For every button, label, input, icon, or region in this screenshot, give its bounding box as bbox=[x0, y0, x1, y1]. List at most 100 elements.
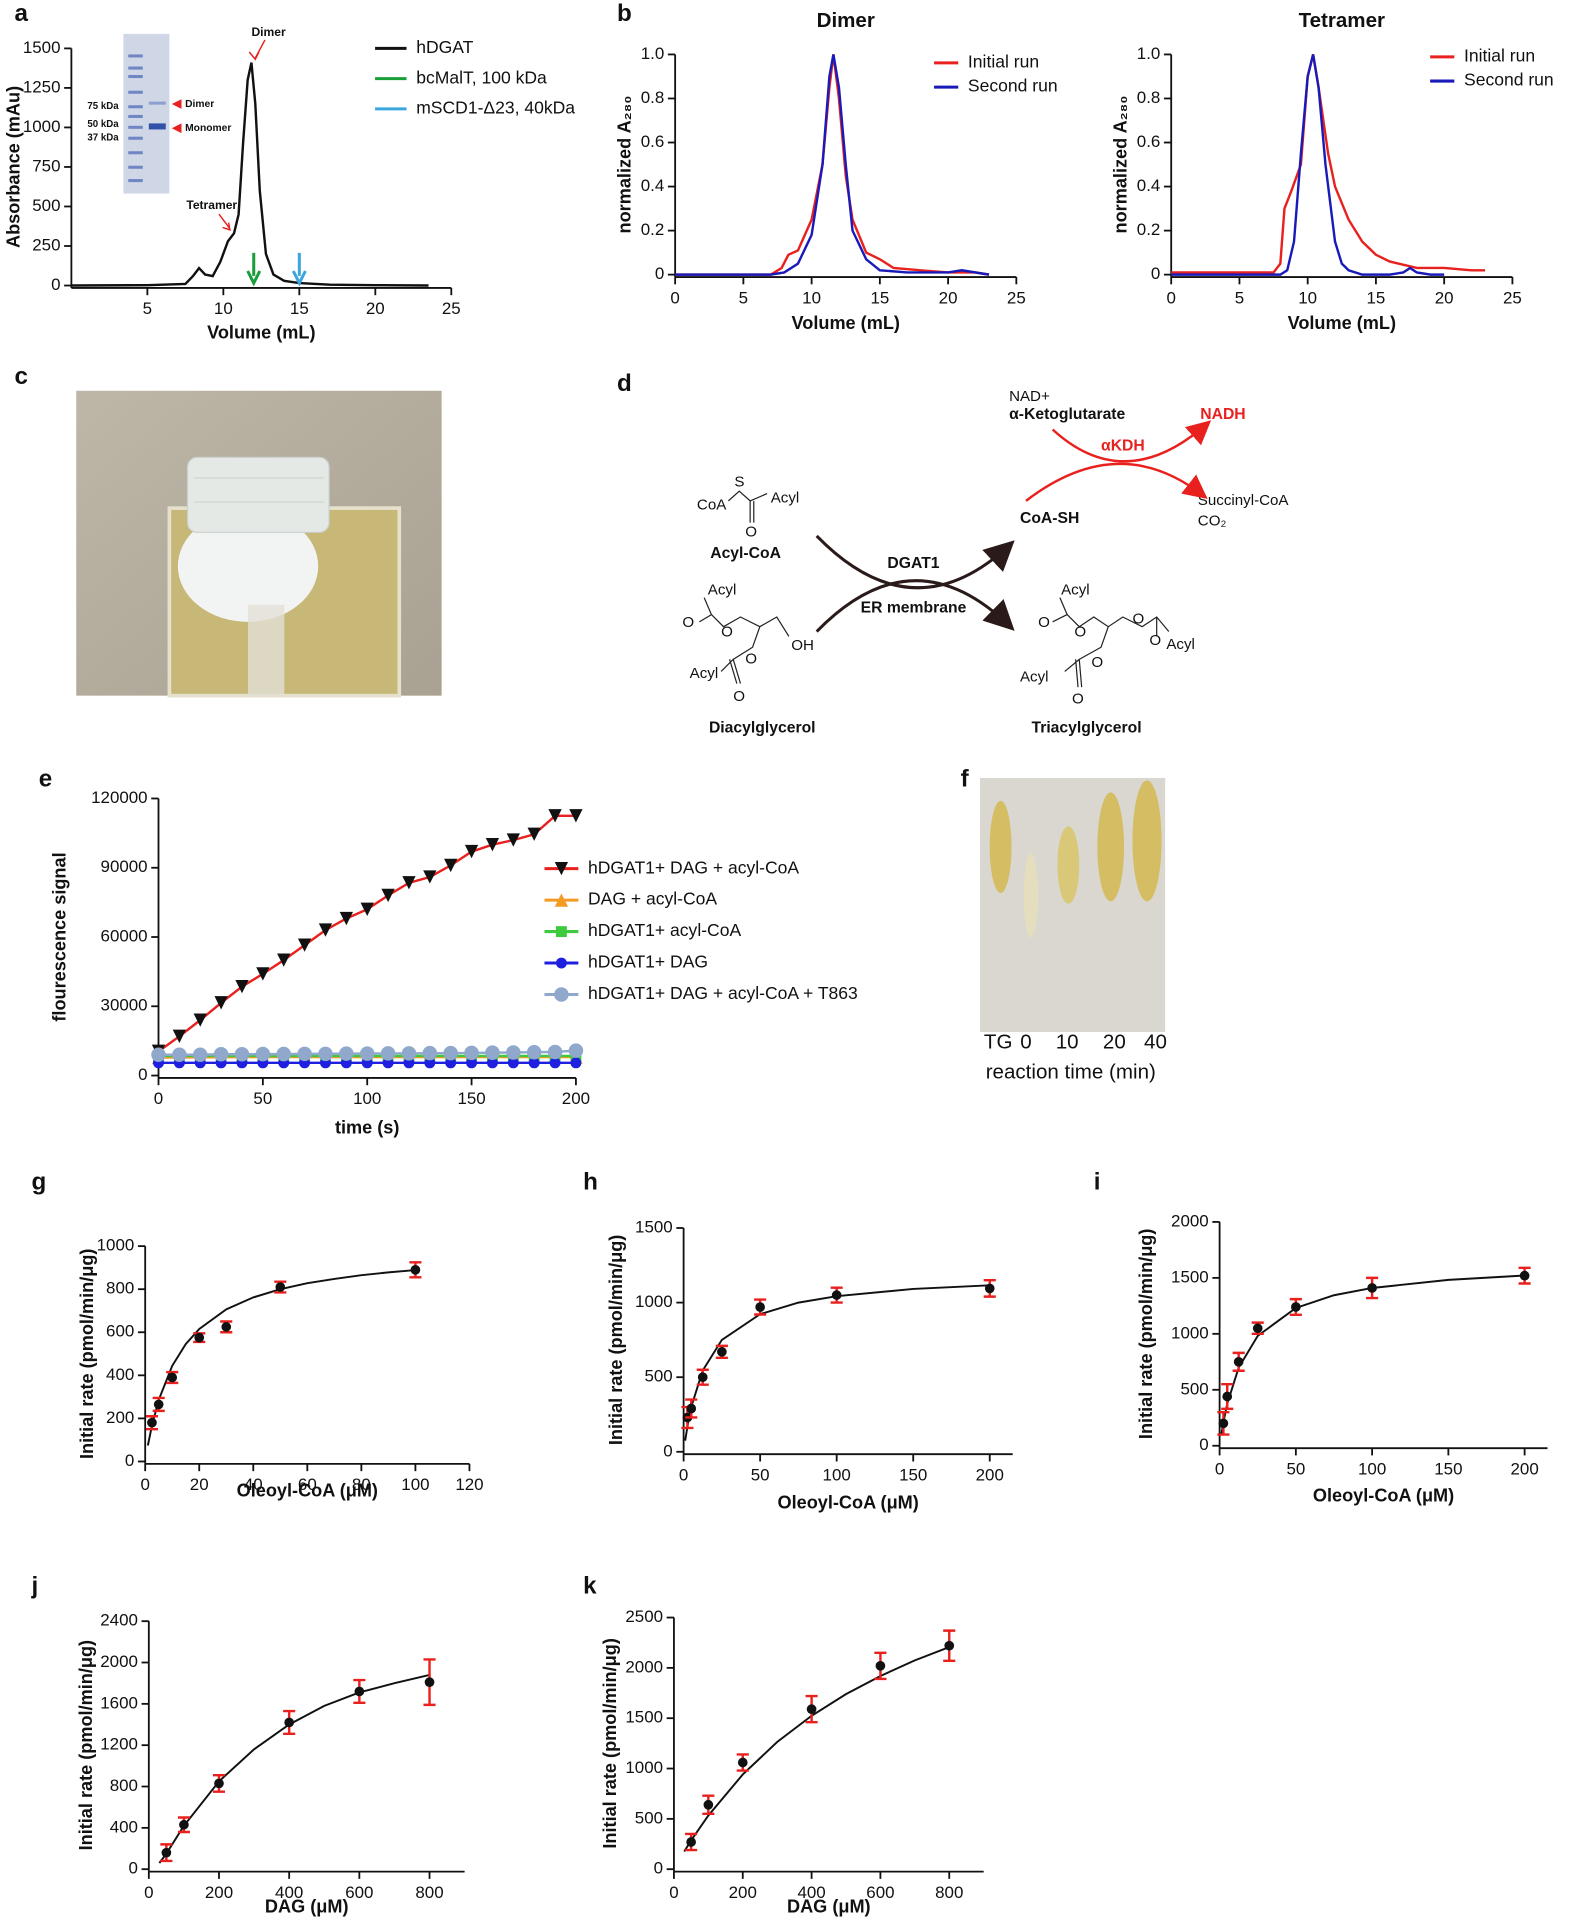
marker bbox=[401, 1046, 417, 1061]
x-tick-label: 10 bbox=[802, 288, 821, 307]
y-tick-label: 2000 bbox=[1171, 1211, 1209, 1230]
marker bbox=[424, 1057, 436, 1069]
marker bbox=[193, 1013, 207, 1027]
marker bbox=[506, 1045, 521, 1060]
marker bbox=[402, 876, 416, 890]
chart-title: Tetramer bbox=[1299, 9, 1385, 32]
x-tick-label: 0 bbox=[154, 1089, 163, 1108]
x-tick-label: 80 bbox=[352, 1475, 371, 1494]
data-point bbox=[221, 1322, 232, 1332]
x-tick-label: 200 bbox=[1510, 1459, 1538, 1478]
series-line bbox=[71, 62, 429, 287]
y-tick-label: 500 bbox=[635, 1808, 663, 1827]
atom: O bbox=[1038, 614, 1050, 631]
y-tick-label: 200 bbox=[106, 1408, 134, 1427]
y-axis-label: Initial rate (pmol/min/μg) bbox=[600, 1638, 620, 1848]
data-point bbox=[179, 1819, 189, 1830]
atom: O bbox=[682, 614, 694, 631]
series-line bbox=[675, 54, 990, 276]
gel-band bbox=[128, 54, 143, 58]
y-tick-label: 1000 bbox=[23, 117, 61, 136]
y-tick-label: 0.6 bbox=[641, 132, 665, 151]
y-tick-label: 1000 bbox=[625, 1758, 663, 1777]
atom: O bbox=[1091, 654, 1103, 671]
diagram-d: d NAD+ α-Ketoglutarate NADH αKDH Succiny… bbox=[617, 370, 1289, 736]
gel-marker-label: 37 kDa bbox=[87, 132, 119, 143]
label: Diacylglycerol bbox=[709, 719, 816, 736]
atom: Acyl bbox=[1061, 581, 1090, 598]
marker bbox=[151, 1047, 166, 1063]
x-tick-label: 200 bbox=[205, 1883, 233, 1902]
y-tick-label: 1600 bbox=[100, 1693, 138, 1712]
lane-label: 20 bbox=[1103, 1030, 1126, 1053]
marker bbox=[464, 844, 479, 859]
panel-label: i bbox=[1094, 1169, 1101, 1196]
marker bbox=[277, 953, 291, 967]
x-axis-label: DAG (μM) bbox=[265, 1897, 349, 1917]
gel-marker-label: 75 kDa bbox=[87, 101, 119, 112]
y-tick-label: 800 bbox=[110, 1776, 138, 1795]
gel-band bbox=[128, 151, 143, 155]
data-point bbox=[686, 1403, 697, 1414]
data-point bbox=[831, 1290, 842, 1300]
y-tick-label: 500 bbox=[32, 196, 60, 215]
y-tick-label: 2000 bbox=[625, 1657, 663, 1676]
marker bbox=[276, 1046, 291, 1062]
atom: O bbox=[1132, 610, 1144, 627]
label: DGAT1 bbox=[887, 555, 939, 572]
x-tick-label: 600 bbox=[345, 1883, 373, 1902]
y-tick-label: 1500 bbox=[635, 1217, 673, 1236]
marker bbox=[445, 1057, 457, 1069]
lane-label: TG bbox=[984, 1030, 1013, 1053]
x-tick-label: 0 bbox=[679, 1465, 688, 1484]
marker bbox=[381, 888, 395, 903]
marker bbox=[507, 1057, 519, 1069]
x-tick-label: 20 bbox=[939, 288, 958, 307]
data-point bbox=[703, 1799, 714, 1810]
x-tick-label: 800 bbox=[935, 1883, 963, 1902]
lane-label: 40 bbox=[1144, 1030, 1167, 1053]
gel-band bbox=[128, 66, 143, 70]
atom: Acyl bbox=[1166, 636, 1195, 653]
y-tick-label: 0.8 bbox=[641, 88, 665, 107]
annotation: Tetramer bbox=[186, 198, 237, 212]
legend-label: Initial run bbox=[968, 52, 1039, 72]
marker bbox=[486, 1057, 498, 1069]
x-axis-label: DAG (μM) bbox=[787, 1897, 871, 1917]
marker bbox=[528, 1057, 540, 1069]
data-point bbox=[1252, 1323, 1263, 1334]
legend-label: Initial run bbox=[1464, 46, 1535, 66]
label: ER membrane bbox=[861, 600, 967, 617]
y-axis-label: Initial rate (pmol/min/μg) bbox=[1136, 1229, 1156, 1439]
x-axis-label: time (s) bbox=[335, 1118, 399, 1138]
panel-label: g bbox=[31, 1169, 46, 1196]
legend-label: hDGAT bbox=[416, 37, 473, 57]
y-tick-label: 0 bbox=[1199, 1435, 1208, 1454]
series-line bbox=[1171, 54, 1486, 274]
data-point bbox=[755, 1302, 765, 1312]
panel-label: f bbox=[961, 766, 970, 793]
x-tick-label: 15 bbox=[870, 288, 889, 307]
data-point bbox=[194, 1332, 205, 1343]
x-tick-label: 120 bbox=[455, 1475, 483, 1494]
x-tick-label: 200 bbox=[729, 1883, 757, 1902]
label: NAD+ bbox=[1009, 388, 1050, 405]
data-point bbox=[806, 1704, 817, 1714]
label: Triacylglycerol bbox=[1031, 719, 1141, 736]
panel-label: j bbox=[30, 1573, 38, 1600]
panel-label: c bbox=[15, 363, 28, 390]
marker bbox=[466, 1057, 478, 1069]
data-point bbox=[1367, 1283, 1377, 1293]
panel-label: b bbox=[617, 0, 632, 27]
marker bbox=[569, 809, 583, 823]
label: α-Ketoglutarate bbox=[1009, 406, 1125, 423]
y-tick-label: 60000 bbox=[101, 926, 148, 945]
y-axis-label: normalized A₂₈₀ bbox=[614, 96, 634, 234]
gel-band bbox=[128, 114, 143, 118]
elution-marker bbox=[246, 252, 262, 287]
x-tick-label: 15 bbox=[290, 299, 309, 318]
data-point bbox=[161, 1847, 172, 1858]
marker bbox=[359, 1046, 375, 1061]
y-tick-label: 0 bbox=[129, 1859, 138, 1878]
y-tick-label: 1500 bbox=[625, 1708, 663, 1727]
